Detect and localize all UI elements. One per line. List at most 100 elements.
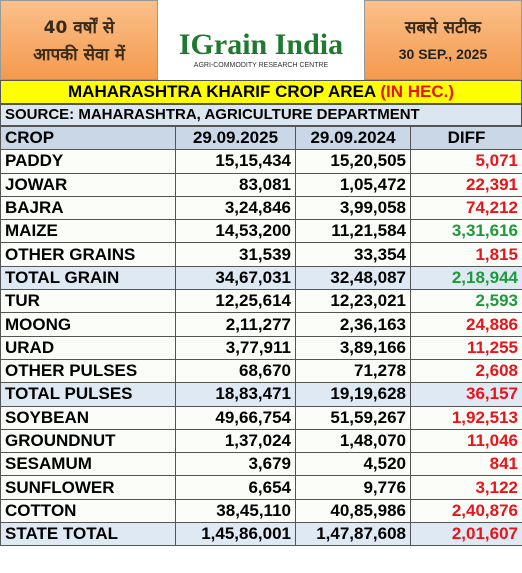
header-row: CROP 29.09.2025 29.09.2024 DIFF [0, 125, 522, 151]
date: 30 SEP., 2025 [398, 46, 488, 62]
cell: 68,670 [175, 358, 296, 384]
cell: 15,15,434 [175, 149, 296, 174]
cell: SESAMUM [0, 452, 176, 477]
cell: 36,157 [410, 382, 522, 407]
row: URAD 3,77,911 3,89,166 11,255 [0, 335, 522, 360]
cell: 4,520 [295, 452, 411, 477]
cell: 51,59,267 [295, 405, 411, 430]
cell: 71,278 [295, 358, 411, 384]
row: BAJRA 3,24,846 3,99,058 74,212 [0, 195, 522, 221]
cell: 34,67,031 [175, 265, 296, 291]
logo-text: IGrain India [178, 28, 344, 61]
cell: SOYBEAN [0, 405, 176, 430]
cell: 5,071 [410, 149, 522, 174]
cell: 2,593 [410, 289, 522, 314]
table-title: MAHARASHTRA KHARIF CROP AREA (IN HEC.) [0, 80, 522, 104]
data-table: CROP 29.09.2025 29.09.2024 DIFF PADDY 15,15,4… [0, 125, 522, 547]
row: OTHER PULSES 68,670 71,278 2,608 [0, 358, 522, 384]
cell: 1,45,86,001 [175, 522, 296, 547]
cell: GROUNDNUT [0, 428, 176, 454]
cell: 33,354 [295, 242, 411, 267]
cell: 2,11,277 [175, 312, 296, 337]
cell: 1,92,513 [410, 405, 522, 430]
row: MOONG 2,11,277 2,36,163 24,886 [0, 312, 522, 337]
row: GROUNDNUT 1,37,024 1,48,070 11,046 [0, 428, 522, 454]
cell: 29.09.2024 [295, 125, 411, 151]
cell: 3,99,058 [295, 195, 411, 221]
cell: 2,36,163 [295, 312, 411, 337]
row: SOYBEAN 49,66,754 51,59,267 1,92,513 [0, 405, 522, 430]
cell: 3,31,616 [410, 219, 522, 244]
cell: 40,85,986 [295, 498, 411, 524]
cell: MAIZE [0, 219, 176, 244]
badge-line: 40 वर्षों से [43, 18, 115, 38]
cell: CROP [0, 125, 176, 151]
cell: 32,48,087 [295, 265, 411, 291]
row: TUR 12,25,614 12,23,021 2,593 [0, 289, 522, 314]
source: SOURCE: MAHARASHTRA, AGRICULTURE DEPARTM… [0, 104, 522, 126]
left-badge: 40 वर्षों से आपकी सेवा में [0, 0, 158, 80]
row: SUNFLOWER 6,654 9,776 3,122 [0, 475, 522, 500]
cell: 74,212 [410, 195, 522, 221]
unit-text: (IN HEC.) [380, 82, 454, 101]
cell: TOTAL GRAIN [0, 265, 176, 291]
cell: 12,25,614 [175, 289, 296, 314]
cell: JOWAR [0, 172, 176, 197]
cell: 24,886 [410, 312, 522, 337]
cell: TOTAL PULSES [0, 382, 176, 407]
cell: 11,046 [410, 428, 522, 454]
cell: 2,608 [410, 358, 522, 384]
cell: 2,01,607 [410, 522, 522, 547]
cell: COTTON [0, 498, 176, 524]
cell: OTHER PULSES [0, 358, 176, 384]
cell: 19,19,628 [295, 382, 411, 407]
cell: BAJRA [0, 195, 176, 221]
cell: 12,23,021 [295, 289, 411, 314]
cell: 9,776 [295, 475, 411, 500]
cell: DIFF [410, 125, 522, 151]
row: TOTAL PULSES 18,83,471 19,19,628 36,157 [0, 382, 522, 407]
cell: 1,48,070 [295, 428, 411, 454]
cell: 3,77,911 [175, 335, 296, 360]
cell: 3,24,846 [175, 195, 296, 221]
title-text: MAHARASHTRA KHARIF CROP AREA [68, 82, 376, 101]
cell: 841 [410, 452, 522, 477]
logo-sub: AGRI-COMMODITY RESEARCH CENTRE [193, 62, 329, 69]
row: COTTON 38,45,110 40,85,986 2,40,876 [0, 498, 522, 524]
cell: 18,83,471 [175, 382, 296, 407]
badge-line: सबसे सटीक [404, 18, 482, 38]
cell: 1,47,87,608 [295, 522, 411, 547]
cell: TUR [0, 289, 176, 314]
cell: 2,40,876 [410, 498, 522, 524]
row: STATE TOTAL 1,45,86,001 1,47,87,608 2,01,60… [0, 522, 522, 547]
cell: 29.09.2025 [175, 125, 296, 151]
cell: STATE TOTAL [0, 522, 176, 547]
right-badge: सबसे सटीक 30 SEP., 2025 [364, 0, 522, 80]
row: SESAMUM 3,679 4,520 841 [0, 452, 522, 477]
cell: 3,679 [175, 452, 296, 477]
row: JOWAR 83,081 1,05,472 22,391 [0, 172, 522, 197]
cell: 1,37,024 [175, 428, 296, 454]
cell: 1,05,472 [295, 172, 411, 197]
cell: 14,53,200 [175, 219, 296, 244]
cell: OTHER GRAINS [0, 242, 176, 267]
cell: 3,122 [410, 475, 522, 500]
cell: 22,391 [410, 172, 522, 197]
cell: 15,20,505 [295, 149, 411, 174]
cell: SUNFLOWER [0, 475, 176, 500]
cell: 6,654 [175, 475, 296, 500]
cell: 11,255 [410, 335, 522, 360]
badge-line: आपकी सेवा में [33, 45, 125, 65]
cell: 1,815 [410, 242, 522, 267]
row: MAIZE 14,53,200 11,21,584 3,31,616 [0, 219, 522, 244]
cell: PADDY [0, 149, 176, 174]
row: PADDY 15,15,434 15,20,505 5,071 [0, 149, 522, 174]
cell: URAD [0, 335, 176, 360]
cell: 38,45,110 [175, 498, 296, 524]
cell: 31,539 [175, 242, 296, 267]
cell: 83,081 [175, 172, 296, 197]
logo: IGrain India AGRI-COMMODITY RESEARCH CEN… [158, 0, 364, 80]
cell: 11,21,584 [295, 219, 411, 244]
cell: 3,89,166 [295, 335, 411, 360]
